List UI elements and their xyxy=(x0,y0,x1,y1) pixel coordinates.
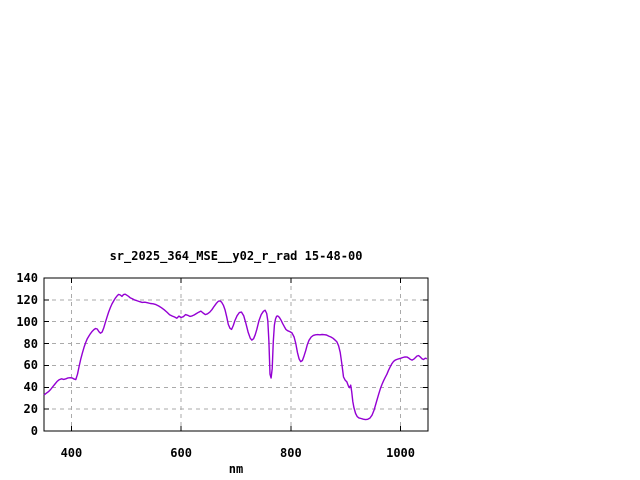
spectrum-curve xyxy=(43,293,428,421)
y-tick-label: 120 xyxy=(16,292,38,307)
y-tick-label: 0 xyxy=(30,424,38,438)
y-tick-label: 40 xyxy=(23,380,38,395)
y-tick-label: 100 xyxy=(16,314,38,329)
x-axis-label: nm xyxy=(228,462,244,476)
y-tick-label: 20 xyxy=(23,402,38,417)
x-tick-label: 400 xyxy=(60,446,83,460)
chart-title: sr_2025_364_MSE__y02_r_rad 15-48-00 xyxy=(109,249,363,263)
x-tick-label: 600 xyxy=(170,446,192,460)
y-tick-label: 60 xyxy=(23,358,38,373)
x-tick-label: 1000 xyxy=(386,446,416,460)
plot-border xyxy=(43,277,429,432)
y-tick-label: 140 xyxy=(16,271,38,285)
y-tick-label: 80 xyxy=(23,336,38,351)
x-tick-label: 800 xyxy=(280,446,302,460)
